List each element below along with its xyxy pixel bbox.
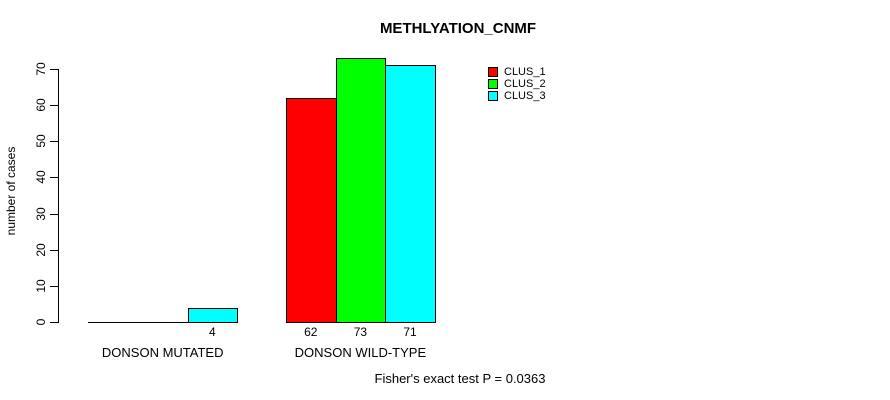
- legend-label: CLUS_3: [504, 90, 546, 102]
- annotation-text: Fisher's exact test P = 0.0363: [374, 371, 546, 386]
- y-tick: [50, 69, 58, 70]
- bar-value-label: 71: [403, 325, 417, 339]
- y-axis-line: [58, 69, 59, 323]
- bar-clus_2-2: [335, 58, 387, 323]
- x-group-label: DONSON WILD-TYPE: [294, 345, 427, 360]
- y-tick: [50, 141, 58, 143]
- bar-clus_2-1-zero: [137, 322, 189, 323]
- x-group-label: DONSON MUTATED: [101, 345, 224, 360]
- chart-title: METHLYATION_CNMF: [379, 20, 537, 37]
- bar-clus_1-1-zero: [88, 322, 139, 323]
- y-axis-title: number of cases: [4, 146, 18, 236]
- y-tick: [50, 249, 58, 251]
- y-tick-label: 0: [34, 318, 48, 326]
- legend-swatch-clus_3: [488, 91, 498, 101]
- bar-clus_3-1: [187, 307, 239, 323]
- bar-value-label: 4: [208, 325, 216, 339]
- bar-value-label: 62: [304, 325, 318, 339]
- y-tick-label: 70: [34, 62, 48, 76]
- y-tick: [50, 105, 58, 107]
- y-tick-label: 20: [34, 243, 48, 257]
- legend-swatch-clus_2: [488, 79, 498, 89]
- y-tick-label: 50: [34, 134, 48, 148]
- y-tick-label: 40: [34, 170, 48, 185]
- bar-clus_3-2: [385, 65, 436, 323]
- y-tick-label: 60: [34, 98, 48, 112]
- y-tick-label: 30: [34, 206, 48, 221]
- y-tick: [50, 285, 58, 287]
- bar-value-label: 73: [353, 325, 368, 339]
- y-tick: [50, 213, 58, 215]
- legend-swatch-clus_1: [488, 67, 498, 77]
- legend-label: CLUS_2: [504, 78, 546, 90]
- legend-label: CLUS_1: [504, 66, 546, 78]
- y-tick: [50, 177, 58, 179]
- y-tick-label: 10: [34, 279, 48, 293]
- bar-clus_1-2: [286, 97, 337, 323]
- y-tick: [50, 322, 58, 323]
